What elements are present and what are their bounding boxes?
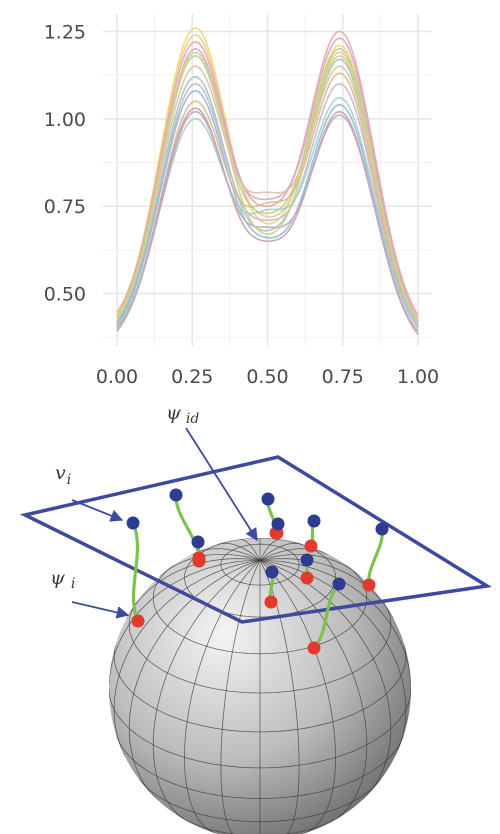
sphere-grid <box>109 538 411 834</box>
v-i-arrow <box>71 499 124 522</box>
point-markers <box>126 488 389 655</box>
tangent-point <box>300 553 314 567</box>
series-line-3 <box>116 30 419 316</box>
psi-i-arrow <box>71 601 130 619</box>
longitude-line <box>184 560 261 834</box>
longitude-line <box>126 558 261 619</box>
y-tick-label: 1.00 <box>44 109 86 131</box>
longitude-line <box>191 548 261 561</box>
longitude-line <box>113 559 261 757</box>
x-tick-label: 0.00 <box>96 366 138 388</box>
series-line-12 <box>116 65 419 322</box>
series-line-14 <box>116 51 419 321</box>
series-line-7 <box>116 82 419 327</box>
x-tick-label: 1.00 <box>397 366 439 388</box>
geodesic-connector <box>367 527 384 587</box>
x-tick-label: 0.75 <box>322 366 364 388</box>
geodesic-connector <box>174 493 201 563</box>
x-tick-label: 0.25 <box>171 366 213 388</box>
longitude-line <box>239 539 261 561</box>
longitude-line <box>109 559 260 685</box>
tangent-point <box>169 488 183 502</box>
sphere-point <box>300 571 314 585</box>
longitude-line <box>259 554 361 577</box>
y-axis-ticks: 0.50 0.75 1.00 1.25 <box>44 21 86 305</box>
psi-id-arrow <box>185 427 258 542</box>
sphere-point <box>362 578 376 592</box>
tangent-point <box>191 535 205 549</box>
sphere-point <box>304 539 318 553</box>
longitude-line <box>220 560 261 834</box>
tangent-point <box>332 577 346 591</box>
longitude-line <box>259 548 329 561</box>
longitude-line <box>217 542 261 561</box>
v-i-label: vi <box>55 462 71 488</box>
sphere-point <box>307 641 321 655</box>
sphere-point <box>192 551 206 565</box>
latitude-line <box>175 814 345 834</box>
x-tick-label: 0.50 <box>246 366 288 388</box>
y-tick-label: 0.50 <box>44 284 86 306</box>
longitude-line <box>260 559 411 690</box>
sphere-point <box>131 614 145 628</box>
series-line-8 <box>116 89 419 328</box>
geodesic-connector <box>131 521 140 623</box>
longitude-line <box>128 559 261 800</box>
tangent-point <box>307 514 321 528</box>
line-chart: 0.50 0.75 1.00 1.25 0.00 0.25 0.50 0.75 1.00 <box>44 14 439 388</box>
psi-id-label: ψ id <box>166 402 199 427</box>
longitude-line <box>259 539 281 561</box>
tangent-point <box>261 492 275 506</box>
tangent-point <box>265 565 279 579</box>
series-line-13 <box>116 110 419 332</box>
tangent-point <box>271 517 285 531</box>
series-line-9 <box>116 72 419 331</box>
y-tick-label: 1.25 <box>44 21 86 43</box>
longitude-line <box>152 559 261 823</box>
longitude-line <box>259 560 336 834</box>
x-axis-ticks: 0.00 0.25 0.50 0.75 1.00 <box>96 366 439 388</box>
tangent-point <box>126 516 140 530</box>
tangent-point <box>375 522 389 536</box>
y-tick-label: 0.75 <box>44 196 86 218</box>
longitude-line <box>259 559 368 823</box>
longitude-line <box>259 558 394 619</box>
longitude-line <box>259 542 303 561</box>
chart-grid <box>103 14 432 346</box>
tangent-plane <box>19 455 493 624</box>
chart-curves <box>116 26 419 335</box>
sphere-point <box>264 595 278 609</box>
